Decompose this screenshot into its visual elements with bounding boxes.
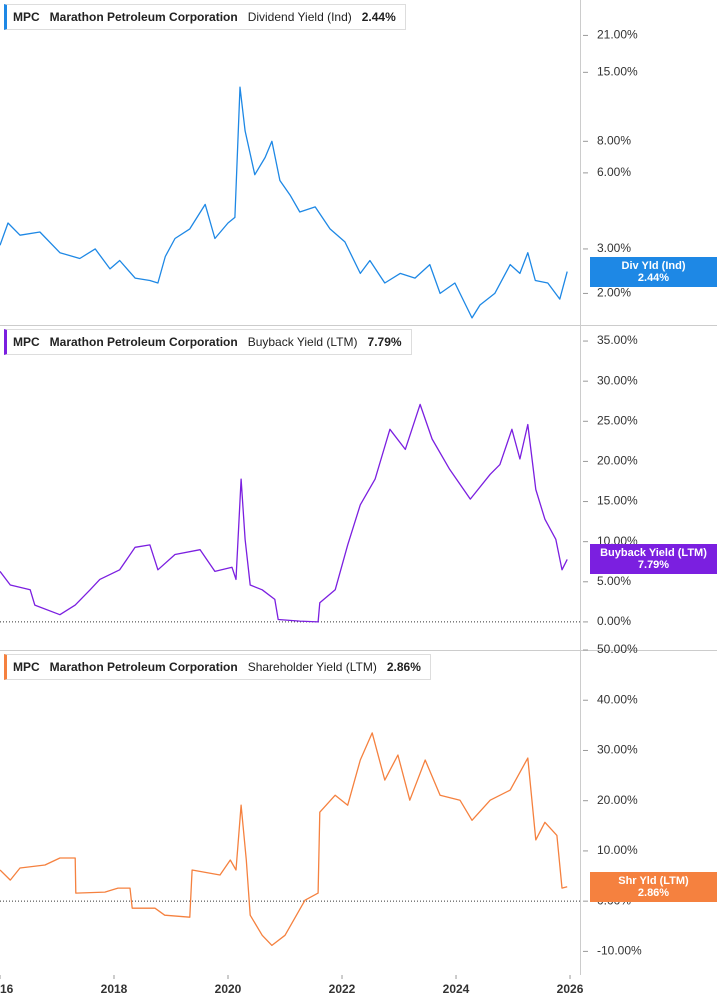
y-tick-label: 15.00% [597, 494, 638, 508]
y-tick-label: 10.00% [597, 843, 638, 857]
tag-value: 2.86% [637, 886, 670, 899]
x-tick-label: 2026 [557, 982, 584, 996]
current-value: 7.79% [367, 335, 402, 349]
value-tag: Buyback Yield (LTM) 7.79% [590, 544, 717, 575]
y-tick-label: 5.00% [597, 574, 631, 588]
y-tick-label: 6.00% [597, 165, 631, 179]
series-line [0, 403, 568, 623]
metric: Dividend Yield (Ind) [247, 10, 352, 24]
y-tick-label: 30.00% [597, 373, 638, 387]
ticker: MPC [13, 335, 40, 349]
x-tick-label: 2018 [101, 982, 128, 996]
y-tick-label: 20.00% [597, 454, 638, 468]
y-tick-label: 25.00% [597, 413, 638, 427]
y-tick-label: 21.00% [597, 28, 638, 42]
tag-label: Buyback Yield (LTM) [600, 547, 707, 560]
y-tick-label: 40.00% [597, 692, 638, 706]
y-tick-label: 2.00% [597, 286, 631, 300]
series-header: MPC Marathon Petroleum Corporation Buyback… [4, 329, 412, 355]
y-tick-label: 50.00% [597, 642, 638, 656]
company: Marathon Petroleum Corporation [49, 335, 238, 349]
x-tick-label: 2016 [0, 982, 14, 996]
tag-label: Div Yld (Ind) [621, 259, 686, 272]
y-tick-label: 35.00% [597, 333, 638, 347]
y-tick-label: -10.00% [597, 944, 642, 958]
metric: Shareholder Yield (LTM) [247, 660, 377, 674]
value-tag: Shr Yld (LTM) 2.86% [590, 871, 717, 902]
current-value: 2.44% [361, 10, 396, 24]
ticker: MPC [13, 660, 40, 674]
series-line [0, 732, 568, 947]
metric: Buyback Yield (LTM) [247, 335, 358, 349]
tag-value: 2.44% [637, 271, 670, 284]
series-header: MPC Marathon Petroleum Corporation Shareho… [4, 654, 431, 680]
company: Marathon Petroleum Corporation [49, 10, 238, 24]
y-tick-label: 8.00% [597, 133, 631, 147]
series-header: MPC Marathon Petroleum Corporation Dividen… [4, 4, 406, 30]
ticker: MPC [13, 10, 40, 24]
tag-label: Shr Yld (LTM) [618, 874, 689, 887]
y-tick-label: 15.00% [597, 65, 638, 79]
y-tick-label: 30.00% [597, 743, 638, 757]
company: Marathon Petroleum Corporation [49, 660, 238, 674]
series-line [0, 86, 568, 319]
value-tag: Div Yld (Ind) 2.44% [590, 256, 717, 287]
tag-value: 7.79% [637, 559, 670, 572]
current-value: 2.86% [386, 660, 421, 674]
x-tick-label: 2024 [443, 982, 470, 996]
y-tick-label: 10.00% [597, 534, 638, 548]
y-tick-label: 20.00% [597, 793, 638, 807]
x-tick-label: 2022 [329, 982, 356, 996]
x-tick-label: 2020 [215, 982, 242, 996]
y-tick-label: 0.00% [597, 614, 631, 628]
y-tick-label: 3.00% [597, 241, 631, 255]
